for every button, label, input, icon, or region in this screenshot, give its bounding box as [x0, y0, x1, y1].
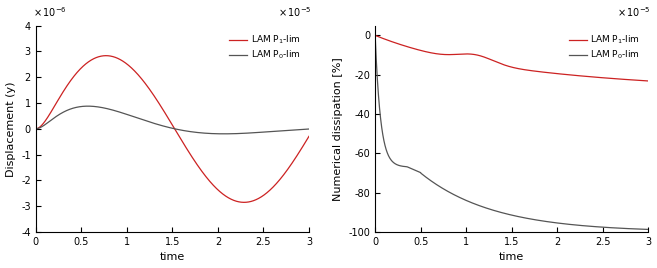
LAM P$_0$-lim: [371, 34, 379, 37]
LAM P$_0$-lim: [385, 155, 393, 158]
LAM P$_1$-lim: [586, 75, 594, 78]
LAM P$_0$-lim: [637, 228, 645, 231]
Line: LAM P$_1$-lim: LAM P$_1$-lim: [375, 35, 648, 81]
LAM P$_0$-lim: [165, 126, 173, 129]
LAM P$_1$-lim: [298, 147, 306, 150]
Text: $\times\,10^{-6}$: $\times\,10^{-6}$: [33, 6, 67, 19]
LAM P$_1$-lim: [371, 34, 379, 37]
Text: $\times\,10^{-5}$: $\times\,10^{-5}$: [278, 6, 311, 19]
LAM P$_0$-lim: [220, 132, 228, 135]
LAM P$_1$-lim: [165, 117, 173, 121]
Y-axis label: Displacement (y): Displacement (y): [5, 81, 16, 177]
LAM P$_1$-lim: [637, 79, 645, 82]
LAM P$_1$-lim: [305, 135, 313, 138]
LAM P$_0$-lim: [645, 228, 652, 231]
Legend: LAM P$_1$-lim, LAM P$_0$-lim: LAM P$_1$-lim, LAM P$_0$-lim: [565, 30, 644, 65]
LAM P$_1$-lim: [247, 200, 255, 203]
LAM P$_1$-lim: [158, 106, 166, 109]
LAM P$_1$-lim: [497, 62, 505, 65]
LAM P$_0$-lim: [84, 105, 92, 108]
X-axis label: time: time: [499, 252, 524, 262]
LAM P$_0$-lim: [504, 213, 512, 216]
LAM P$_0$-lim: [32, 127, 39, 131]
LAM P$_1$-lim: [240, 201, 248, 204]
LAM P$_0$-lim: [297, 128, 305, 131]
LAM P$_0$-lim: [247, 131, 255, 135]
Line: LAM P$_0$-lim: LAM P$_0$-lim: [35, 106, 309, 134]
LAM P$_1$-lim: [504, 65, 512, 68]
Line: LAM P$_0$-lim: LAM P$_0$-lim: [375, 35, 648, 229]
LAM P$_1$-lim: [46, 113, 54, 116]
Legend: LAM P$_1$-lim, LAM P$_0$-lim: LAM P$_1$-lim, LAM P$_0$-lim: [226, 30, 304, 65]
Y-axis label: Numerical dissipation [%]: Numerical dissipation [%]: [333, 57, 343, 201]
LAM P$_1$-lim: [385, 39, 393, 42]
LAM P$_0$-lim: [298, 128, 306, 131]
LAM P$_1$-lim: [297, 147, 305, 151]
Text: $\times\,10^{-5}$: $\times\,10^{-5}$: [618, 6, 651, 19]
Line: LAM P$_1$-lim: LAM P$_1$-lim: [35, 56, 309, 202]
LAM P$_0$-lim: [637, 228, 645, 231]
LAM P$_0$-lim: [586, 225, 594, 228]
LAM P$_1$-lim: [102, 54, 110, 57]
LAM P$_0$-lim: [158, 124, 166, 127]
LAM P$_1$-lim: [637, 79, 645, 82]
X-axis label: time: time: [160, 252, 185, 262]
LAM P$_1$-lim: [32, 127, 39, 131]
LAM P$_1$-lim: [645, 79, 652, 83]
LAM P$_0$-lim: [305, 127, 313, 131]
LAM P$_0$-lim: [497, 211, 505, 214]
LAM P$_0$-lim: [46, 120, 54, 123]
